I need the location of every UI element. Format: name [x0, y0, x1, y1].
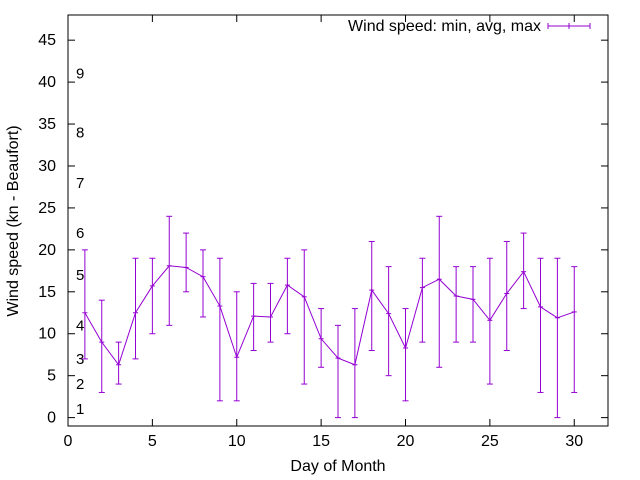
beaufort-label: 8: [76, 124, 84, 141]
y-tick-label: 20: [38, 242, 56, 259]
y-tick-label: 25: [38, 200, 56, 217]
y-tick-label: 10: [38, 326, 56, 343]
beaufort-label: 1: [76, 401, 84, 418]
y-axis-label: Wind speed (kn - Beaufort): [5, 125, 22, 316]
y-tick-label: 30: [38, 158, 56, 175]
x-tick-label: 25: [481, 433, 499, 450]
series-line: [84, 265, 575, 366]
beaufort-label: 7: [76, 175, 84, 192]
beaufort-labels: 1 2 3 4 5 6 7 8 9: [76, 66, 84, 419]
beaufort-label: 4: [76, 317, 84, 334]
y-tick-label: 5: [47, 368, 56, 385]
x-tick-label: 5: [148, 433, 157, 450]
y-tick-label: 40: [38, 74, 56, 91]
legend-label: Wind speed: min, avg, max: [348, 18, 541, 35]
legend: Wind speed: min, avg, max: [348, 18, 591, 35]
x-axis-label: Day of Month: [290, 458, 385, 475]
series-group: [81, 215, 578, 419]
beaufort-label: 3: [76, 351, 84, 368]
y-tick-label: 15: [38, 284, 56, 301]
x-tick-label: 10: [228, 433, 246, 450]
x-tick-label: 30: [565, 433, 583, 450]
y-tick-label: 35: [38, 116, 56, 133]
plot-frame: [67, 14, 609, 427]
x-tick-label: 15: [312, 433, 330, 450]
beaufort-label: 2: [76, 376, 84, 393]
x-tick-label: 0: [64, 433, 73, 450]
y-tick-label: 45: [38, 32, 56, 49]
beaufort-label: 6: [76, 225, 84, 242]
x-tick-label: 20: [397, 433, 415, 450]
beaufort-label: 9: [76, 66, 84, 83]
beaufort-label: 5: [76, 267, 84, 284]
y-tick-label: 0: [47, 410, 56, 427]
